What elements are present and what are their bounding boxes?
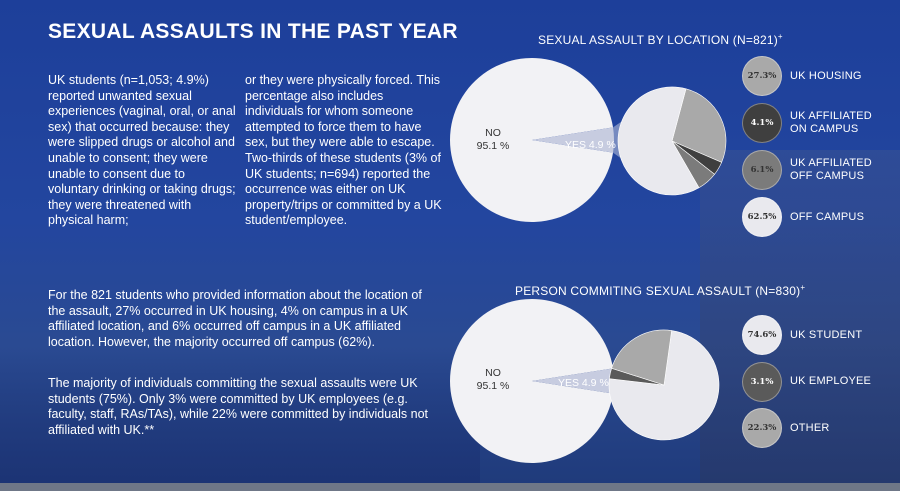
legend-item: 4.1% UK AFFILIATED ON CAMPUS <box>742 103 900 143</box>
legend-value-badge: 3.1% <box>742 361 782 402</box>
legend-label: UK HOUSING <box>790 69 862 82</box>
legend-label: UK AFFILIATED ON CAMPUS <box>790 110 872 135</box>
legend-label: UK AFFILIATED OFF CAMPUS <box>790 157 872 182</box>
legend-item: 6.1% UK AFFILIATED OFF CAMPUS <box>742 150 900 190</box>
pie-label-yes-0: YES 4.9 % <box>565 139 616 151</box>
background-building <box>700 150 900 491</box>
pie-slice-yes-1 <box>532 368 614 394</box>
breakdown-slice-0-0 <box>671 88 727 163</box>
intro-column-2: or they were physically forced. This per… <box>245 73 442 228</box>
page-title: SEXUAL ASSAULTS IN THE PAST YEAR <box>48 20 458 43</box>
pie-label-no-0: NO <box>485 127 501 139</box>
intro-column-1: UK students (n=1,053; 4.9%) reported unw… <box>48 73 236 228</box>
legend-value-badge: 27.3% <box>742 56 782 96</box>
legend-label: UK EMPLOYEE <box>790 375 872 387</box>
legend-item: 3.1% UK EMPLOYEE <box>742 361 900 402</box>
breakdown-slice-1-2 <box>611 329 672 386</box>
legend-item: 27.3% UK HOUSING <box>742 56 900 96</box>
breakdown-slice-0-3 <box>617 86 700 196</box>
legend-item: 62.5% OFF CAMPUS <box>742 197 900 237</box>
legend-item: 74.6% UK STUDENT <box>742 315 900 355</box>
legend-item: 22.3% OTHER <box>742 408 900 448</box>
pie-slice-yes-0 <box>532 127 614 153</box>
legend-value-badge: 22.3% <box>742 408 782 448</box>
legend-value-badge: 62.5% <box>742 197 782 237</box>
legend-label: OFF CAMPUS <box>790 210 865 223</box>
perpetrator-summary: The majority of individuals committing t… <box>48 376 429 437</box>
pie-value-no-0: 95.1 % <box>477 140 510 152</box>
bottom-bar <box>0 483 900 491</box>
legend-value-badge: 74.6% <box>742 315 782 355</box>
pie-slice-no-0 <box>449 57 614 223</box>
pie-slice-no-1 <box>449 299 614 463</box>
legend-value-badge: 6.1% <box>742 150 782 190</box>
pie-label-yes-1: YES 4.9 % <box>558 377 609 389</box>
legend-label: OTHER <box>790 421 830 434</box>
chart-title-location: SEXUAL ASSAULT BY LOCATION (N=821)+ <box>538 32 783 47</box>
legend-label: UK STUDENT <box>790 328 863 341</box>
location-summary: For the 821 students who provided inform… <box>48 288 422 349</box>
pie-value-no-1: 95.1 % <box>477 380 510 392</box>
legend-value-badge: 4.1% <box>742 103 782 143</box>
pie-label-no-1: NO <box>485 367 501 379</box>
background-trees <box>0 351 480 491</box>
chart-title-perpetrator: PERSON COMMITING SEXUAL ASSAULT (N=830)+ <box>515 283 806 298</box>
